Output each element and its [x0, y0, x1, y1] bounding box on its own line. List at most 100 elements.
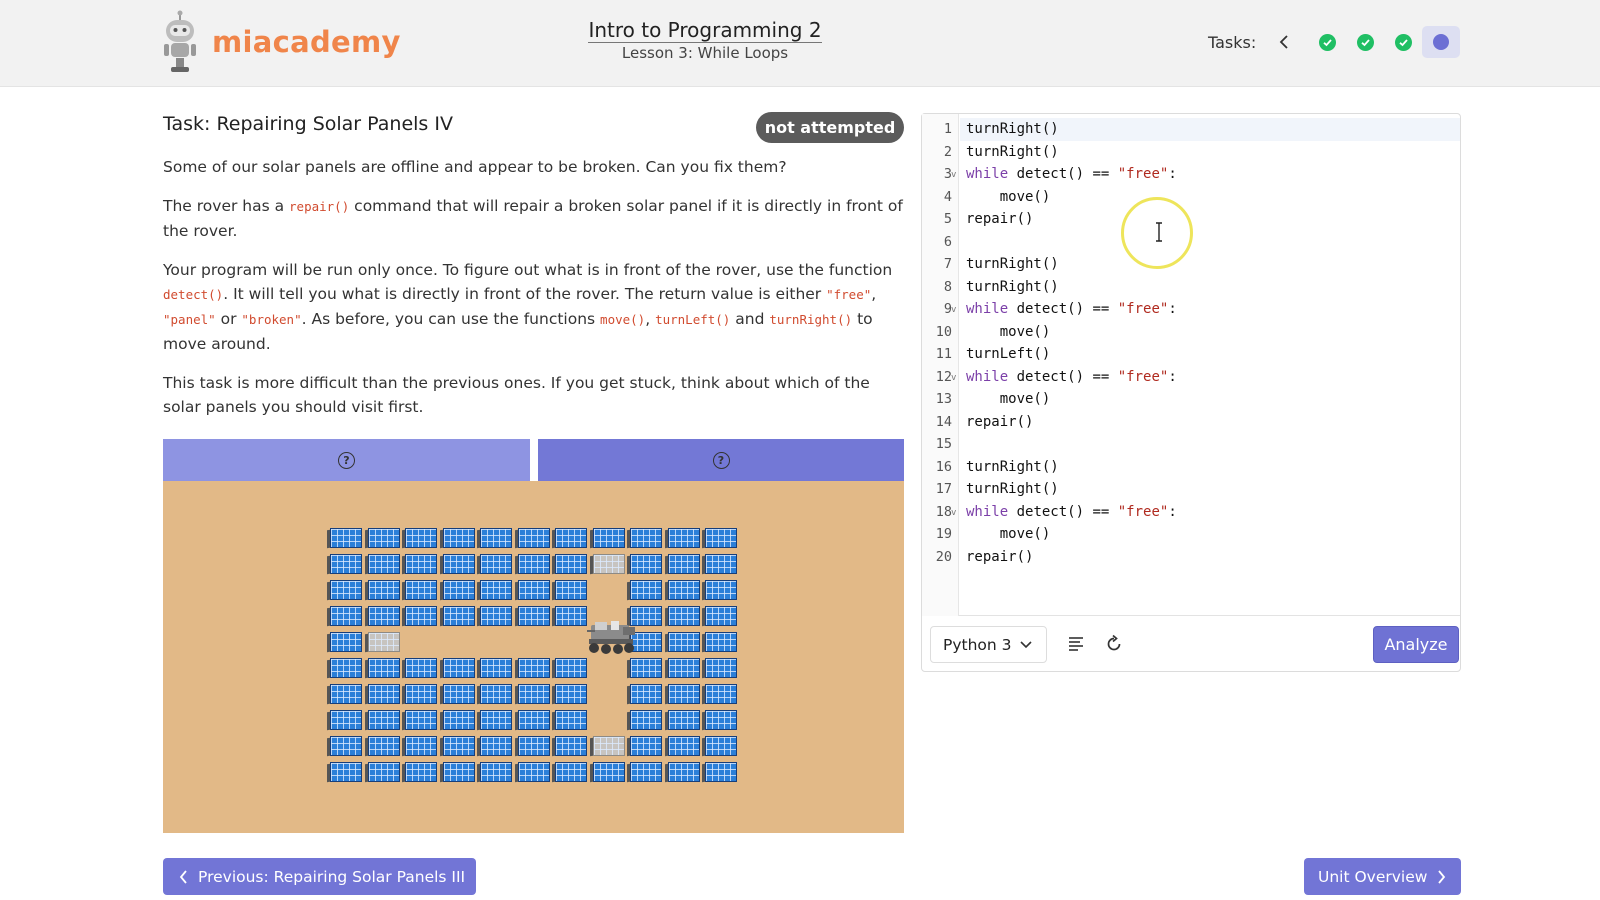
analyze-button[interactable]: Analyze	[1373, 626, 1459, 663]
game-tab-2[interactable]: ?	[538, 439, 904, 481]
solar-panel-icon	[517, 658, 550, 678]
fold-toggle-icon[interactable]: v	[951, 170, 957, 180]
code-text-area[interactable]: 1 turnRight() 2 turnRight() 3 v while detect()…	[922, 114, 1460, 616]
code-line[interactable]: 4 move()	[922, 186, 1460, 209]
solar-panel-icon	[630, 606, 662, 626]
logo-text: miacademy	[212, 25, 401, 59]
task-dot-3[interactable]	[1384, 26, 1422, 58]
code-line[interactable]: 12 v while detect() == "free":	[922, 366, 1460, 389]
solar-panel-cell	[516, 683, 551, 706]
solar-panel-icon	[517, 684, 550, 704]
line-number: 15	[935, 436, 952, 453]
code-text: turnRight()	[966, 256, 1059, 272]
solar-panel-icon	[555, 710, 587, 730]
free-cell	[591, 657, 626, 680]
solar-panel-icon	[330, 554, 362, 574]
solar-panel-cell	[628, 683, 663, 706]
solar-panel-icon	[517, 528, 550, 548]
solar-panel-cell	[553, 605, 588, 628]
code-line[interactable]: 11 turnLeft()	[922, 343, 1460, 366]
solar-panel-icon	[442, 658, 475, 678]
course-title[interactable]: Intro to Programming 2	[588, 18, 822, 43]
solar-panel-cell	[666, 683, 701, 706]
code-line[interactable]: 5 repair()	[922, 208, 1460, 231]
solar-panel-icon	[442, 606, 475, 626]
solar-panel-icon	[555, 554, 587, 574]
task-dot-4-current[interactable]	[1422, 26, 1461, 58]
code-editor: 1 turnRight() 2 turnRight() 3 v while detect()…	[921, 113, 1461, 672]
rover-field	[163, 481, 904, 833]
code-token: turnRight()	[966, 458, 1059, 475]
solar-panel-cell	[628, 735, 663, 758]
solar-panel-icon	[405, 736, 437, 756]
code-line[interactable]: 8 turnRight()	[922, 276, 1460, 299]
code-line[interactable]: 3 v while detect() == "free":	[922, 163, 1460, 186]
code-line[interactable]: 6	[922, 231, 1460, 254]
solar-panel-cell	[516, 735, 551, 758]
tasks-prev-button[interactable]	[1270, 28, 1298, 56]
solar-panel-icon	[442, 710, 475, 730]
solar-panel-icon	[405, 762, 437, 782]
solar-panel-cell	[478, 527, 513, 550]
code-text: repair()	[966, 549, 1033, 565]
lesson-subtitle: Lesson 3: While Loops	[621, 44, 789, 62]
solar-panel-icon	[667, 606, 700, 626]
fold-toggle-icon[interactable]: v	[951, 372, 957, 383]
solar-panel-cell	[403, 735, 438, 758]
fold-toggle-icon[interactable]: v	[951, 305, 957, 315]
code-line[interactable]: 7 turnRight()	[922, 253, 1460, 276]
keyword-token: while	[966, 503, 1009, 520]
code-line[interactable]: 18 v while detect() == "free":	[922, 501, 1460, 524]
reset-icon[interactable]	[1104, 634, 1124, 654]
code-line[interactable]: 20 repair()	[922, 546, 1460, 569]
solar-panel-cell	[478, 605, 513, 628]
text-run: and	[730, 310, 770, 328]
code-line[interactable]: 10 move()	[922, 321, 1460, 344]
fold-toggle-icon[interactable]: v	[951, 507, 957, 518]
solar-panel-icon	[442, 528, 475, 548]
code-text: turnRight()	[966, 481, 1059, 497]
solar-panel-icon	[667, 632, 700, 652]
solar-panel-icon	[480, 684, 512, 704]
solar-panel-icon	[555, 658, 587, 678]
code-lines: 1 turnRight() 2 turnRight() 3 v while detect()…	[922, 118, 1460, 568]
solar-panel-icon	[667, 580, 700, 600]
course-heading: Intro to Programming 2 Lesson 3: While L…	[560, 18, 850, 62]
code-text: while detect() == "free":	[966, 369, 1177, 385]
line-number: 16	[935, 458, 952, 475]
editor-toolbar: Python 3 Analyze	[930, 626, 1459, 664]
code-line[interactable]: 15	[922, 433, 1460, 456]
code-line[interactable]: 13 move()	[922, 388, 1460, 411]
game-tab-1[interactable]: ?	[163, 439, 530, 481]
task-progress: Tasks:	[1208, 26, 1461, 58]
game-view: ? ?	[163, 439, 904, 833]
logo[interactable]: miacademy	[160, 10, 401, 74]
broken-solar-panel-icon	[592, 736, 625, 756]
code-line[interactable]: 19 move()	[922, 523, 1460, 546]
solar-panel-cell	[403, 657, 438, 680]
solar-panel-icon	[705, 710, 737, 730]
solar-panel-icon	[367, 606, 400, 626]
solar-panel-cell	[628, 527, 663, 550]
code-line[interactable]: 16 turnRight()	[922, 456, 1460, 479]
language-select[interactable]: Python 3	[930, 626, 1047, 663]
code-line[interactable]: 9 v while detect() == "free":	[922, 298, 1460, 321]
code-line[interactable]: 2 turnRight()	[922, 141, 1460, 164]
task-dot-1[interactable]	[1308, 26, 1346, 58]
solar-panel-cell	[478, 579, 513, 602]
format-lines-icon[interactable]	[1066, 634, 1086, 654]
code-token: :	[1168, 503, 1177, 520]
solar-panel-cell	[628, 579, 663, 602]
code-repair: repair()	[289, 199, 350, 214]
solar-panel-icon	[705, 736, 737, 756]
solar-panel-cell	[328, 579, 363, 602]
previous-task-button[interactable]: Previous: Repairing Solar Panels III	[163, 858, 476, 895]
task-dot-2[interactable]	[1346, 26, 1384, 58]
solar-panel-icon	[367, 736, 400, 756]
code-line[interactable]: 1 turnRight()	[922, 118, 1460, 141]
solar-panel-cell	[441, 761, 476, 784]
solar-panel-icon	[705, 684, 737, 704]
code-line[interactable]: 17 turnRight()	[922, 478, 1460, 501]
unit-overview-button[interactable]: Unit Overview	[1304, 858, 1461, 895]
code-line[interactable]: 14 repair()	[922, 411, 1460, 434]
